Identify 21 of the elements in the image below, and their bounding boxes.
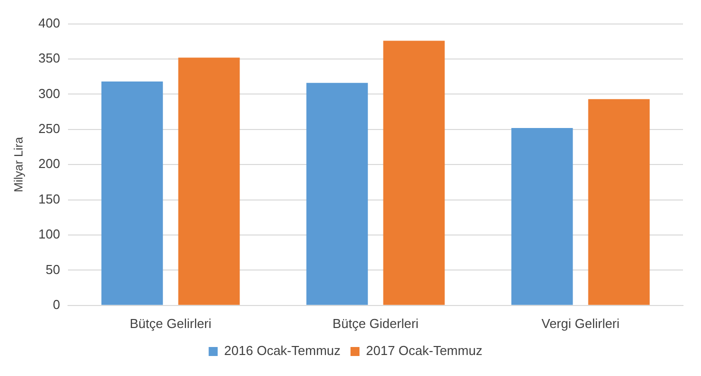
x-tick-label: Bütçe Gelirleri xyxy=(130,316,212,331)
bar xyxy=(383,40,445,305)
y-tick-label: 100 xyxy=(38,226,60,242)
y-tick-label: 350 xyxy=(38,50,60,66)
y-tick-label: 250 xyxy=(38,120,60,136)
bar xyxy=(178,58,240,305)
x-tick-label: Vergi Gelirleri xyxy=(542,316,620,331)
y-tick-label: 50 xyxy=(46,262,60,277)
legend-label: 2017 Ocak-Temmuz xyxy=(366,343,482,358)
y-tick-label: 0 xyxy=(52,296,60,312)
bar xyxy=(511,128,573,305)
x-tick-label: Bütçe Giderleri xyxy=(332,316,419,331)
bar xyxy=(306,82,368,305)
y-tick-label: 400 xyxy=(38,15,60,30)
y-axis-title: Milyar Lira xyxy=(12,136,26,192)
y-tick-label: 300 xyxy=(38,86,60,101)
y-tick-label: 150 xyxy=(38,191,60,206)
legend-label: 2016 Ocak-Temmuz xyxy=(224,343,341,358)
y-tick-label: 200 xyxy=(38,156,60,172)
bar xyxy=(588,99,650,305)
bar xyxy=(101,82,163,305)
